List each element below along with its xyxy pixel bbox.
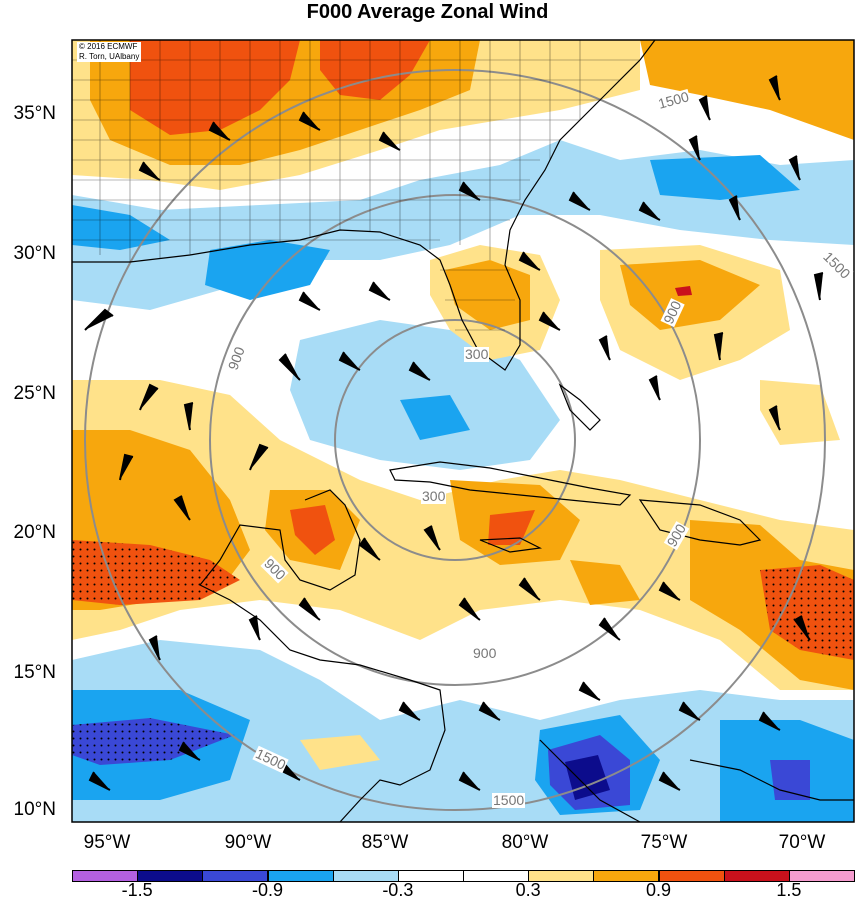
- orange-patch-ne: [640, 40, 854, 140]
- wind-barbs: [84, 75, 824, 791]
- colorbar-label: -0.9: [251, 880, 284, 900]
- lat-label-20n: 20°N: [13, 522, 56, 543]
- lon-label-70w: 70°W: [778, 832, 826, 853]
- credit-line-1: © 2016 ECMWF: [79, 42, 138, 51]
- contour-label: 300: [464, 346, 490, 362]
- coastlines: [72, 40, 854, 822]
- lat-label-35n: 35°N: [13, 103, 56, 124]
- colorbar-label: -0.3: [382, 880, 414, 900]
- credit-box: © 2016 ECMWF R. Torn, UAlbany: [77, 42, 142, 62]
- lon-label-80w: 80°W: [501, 832, 549, 853]
- contour-label: 900: [472, 645, 498, 661]
- lon-label-95w: 95°W: [83, 832, 131, 853]
- blue-patch-gulf: [205, 240, 330, 300]
- geopotential-contours: [84, 69, 826, 811]
- contour-label: 1500: [492, 792, 526, 808]
- colorbar-label: 0.3: [515, 880, 541, 900]
- contour-label: 300: [421, 488, 447, 504]
- county-borders: [72, 40, 640, 331]
- red-patch-north: [130, 40, 300, 135]
- lat-label-25n: 25°N: [13, 383, 56, 404]
- lat-label-10n: 10°N: [13, 799, 56, 820]
- lon-label-75w: 75°W: [640, 832, 688, 853]
- cool-band-south: [72, 640, 854, 822]
- map-frame: [71, 39, 855, 823]
- credit-line-2: R. Torn, UAlbany: [79, 52, 140, 61]
- colorbar-label: -1.5: [121, 880, 153, 900]
- lon-label-85w: 85°W: [361, 832, 409, 853]
- colorbar-label: 0.9: [645, 880, 672, 900]
- colorbar-swatch: [788, 870, 855, 882]
- lon-label-90w: 90°W: [224, 832, 272, 853]
- colorbar-label: 1.5: [776, 880, 802, 900]
- lat-label-15n: 15°N: [13, 662, 56, 683]
- lat-label-30n: 30°N: [13, 243, 56, 264]
- map-title: F000 Average Zonal Wind: [306, 1, 549, 23]
